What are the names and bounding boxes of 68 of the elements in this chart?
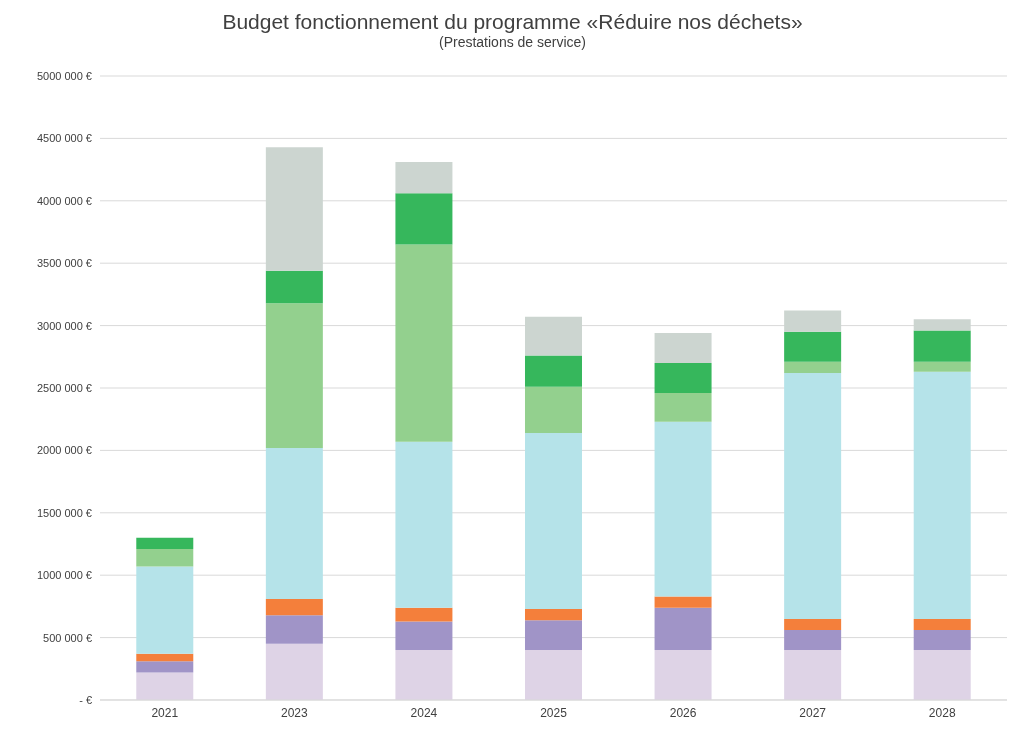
x-tick-label: 2024: [410, 705, 438, 720]
bar: [395, 162, 453, 194]
bar: [784, 361, 842, 374]
bar: [524, 650, 582, 700]
y-tick-label: 2000 000 €: [36, 444, 92, 457]
bar: [784, 310, 842, 332]
y-tick-label: 1500 000 €: [36, 506, 92, 519]
chart-subtitle: (Prestations de service): [437, 34, 588, 50]
bar: [784, 618, 842, 631]
bar: [654, 596, 712, 608]
bar: [265, 147, 323, 271]
x-tick-label: 2025: [540, 705, 568, 720]
bar: [265, 643, 323, 700]
y-tick-label: 2500 000 €: [36, 381, 92, 394]
y-tick-label: 1000 000 €: [36, 569, 92, 582]
bar: [654, 421, 712, 597]
bar: [784, 650, 842, 700]
chart-title: Budget fonctionnement du programme «Réduire nos déchets»: [221, 10, 804, 34]
y-tick-label: 4500 000 €: [36, 132, 92, 145]
bar: [913, 371, 971, 619]
x-tick-label: 2023: [281, 705, 309, 720]
bar: [913, 361, 971, 372]
bar: [136, 566, 194, 654]
bar: [136, 672, 194, 700]
bar: [784, 331, 842, 362]
bar: [524, 608, 582, 621]
bar: [136, 653, 194, 662]
bar: [395, 607, 453, 622]
bar: [524, 432, 582, 609]
bar: [784, 373, 842, 619]
bar: [784, 630, 842, 651]
x-tick-label: 2028: [928, 705, 956, 720]
bar: [395, 621, 453, 651]
x-tick-label: 2021: [151, 705, 179, 720]
x-tick-label: 2027: [799, 705, 827, 720]
bar: [913, 330, 971, 362]
y-tick-label: 4000 000 €: [36, 194, 92, 207]
bar: [395, 244, 453, 442]
bar: [265, 598, 323, 616]
bar: [524, 386, 582, 433]
bar: [654, 650, 712, 700]
y-tick-label: 3000 000 €: [36, 319, 92, 332]
y-tick-label: - €: [79, 693, 92, 706]
bar: [136, 661, 194, 673]
bar: [395, 650, 453, 700]
bar: [524, 355, 582, 387]
y-tick-label: 5000 000 €: [36, 69, 92, 82]
bar: [395, 193, 453, 245]
bar: [136, 548, 194, 567]
bar: [265, 303, 323, 448]
bar: [265, 270, 323, 304]
bar: [136, 537, 194, 549]
bar: [395, 441, 453, 608]
bar: [913, 650, 971, 700]
bar: [913, 618, 971, 631]
y-tick-label: 500 000 €: [43, 631, 92, 644]
bar: [265, 447, 323, 599]
bar: [654, 607, 712, 651]
bar: [524, 620, 582, 651]
bar: [654, 363, 712, 393]
bar: [654, 333, 712, 364]
x-tick-label: 2026: [669, 705, 697, 720]
bar: [654, 392, 712, 422]
bar: [524, 316, 582, 356]
bar: [265, 615, 323, 644]
bar: [913, 319, 971, 331]
y-tick-label: 3500 000 €: [36, 257, 92, 270]
bar: [913, 630, 971, 651]
